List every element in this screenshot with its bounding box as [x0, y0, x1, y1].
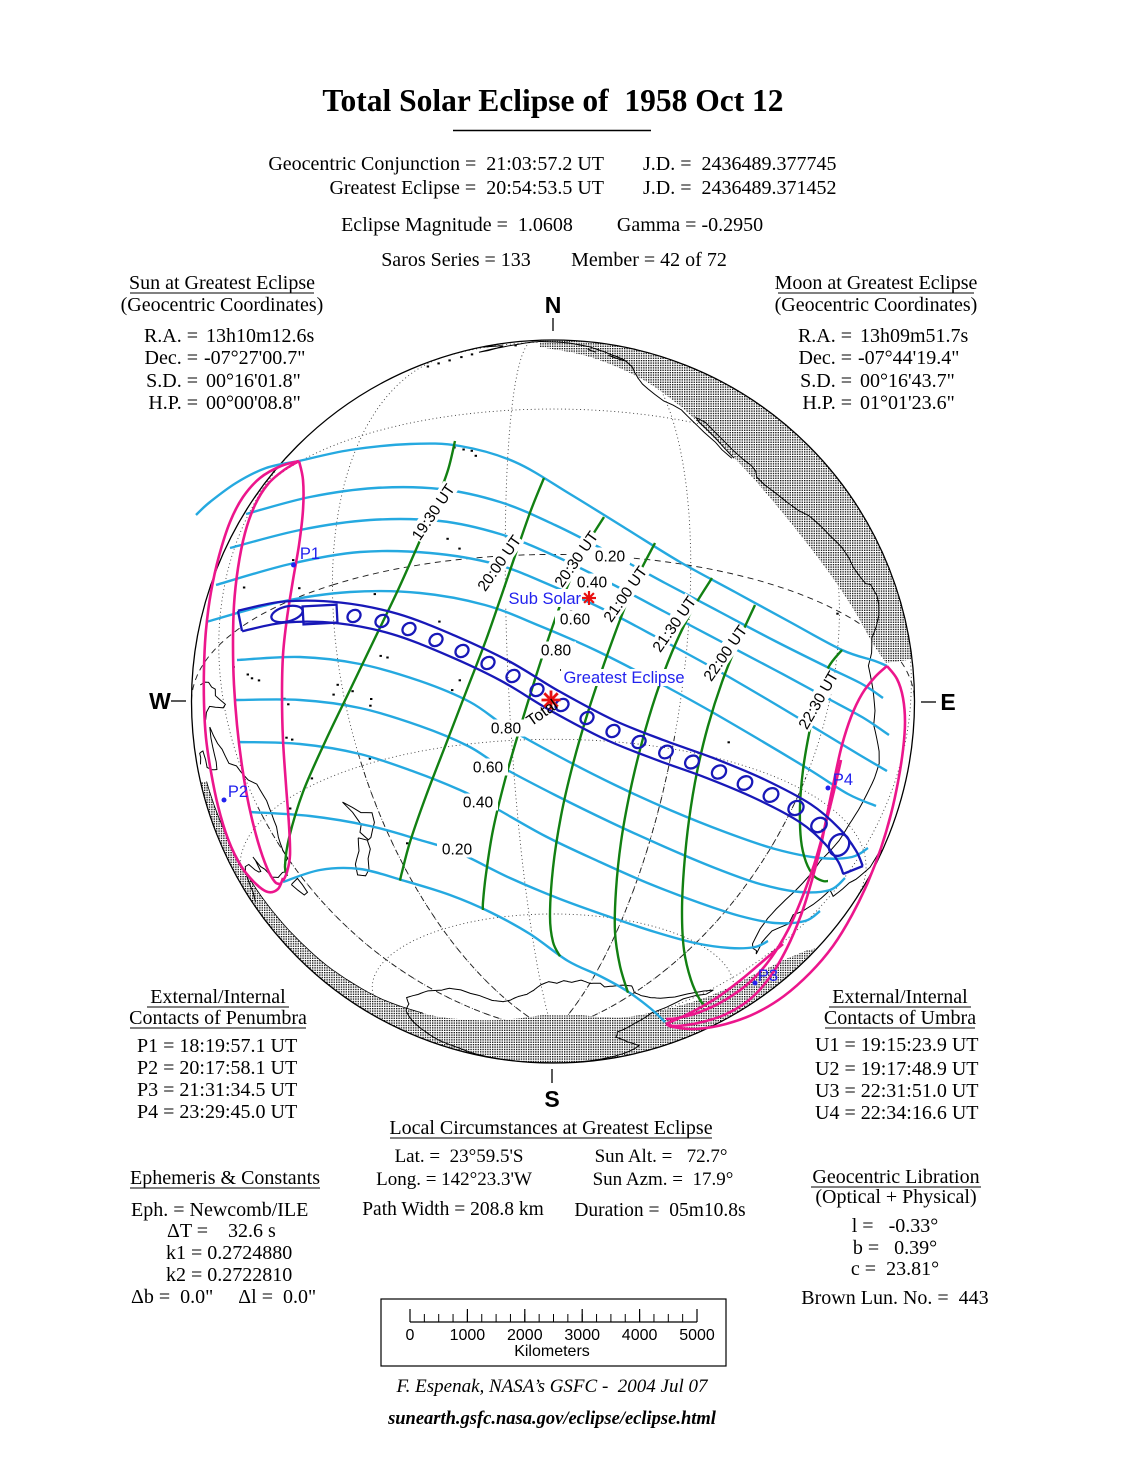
svg-text:E: E — [940, 689, 955, 715]
svg-text:J.D. = 2436489.377745: J.D. = 2436489.377745 — [643, 153, 837, 175]
svg-text:U1 = 19:15:23.9 UT: U1 = 19:15:23.9 UT — [815, 1034, 979, 1056]
svg-text:00°16'01.8": 00°16'01.8" — [206, 370, 301, 392]
svg-text:3000: 3000 — [564, 1327, 600, 1344]
svg-text:c = 23.81°: c = 23.81° — [851, 1258, 939, 1280]
svg-text:0.80: 0.80 — [491, 721, 522, 738]
svg-text:Geocentric Libration: Geocentric Libration — [812, 1166, 979, 1188]
svg-text:Sub Solar: Sub Solar — [509, 590, 582, 608]
svg-text:Contacts of Penumbra: Contacts of Penumbra — [129, 1007, 307, 1029]
svg-text:sunearth.gsfc.nasa.gov/eclipse: sunearth.gsfc.nasa.gov/eclipse/eclipse.h… — [387, 1409, 717, 1429]
svg-text:Brown Lun. No. = 443: Brown Lun. No. = 443 — [801, 1287, 988, 1309]
svg-text:Eph. = Newcomb/ILE: Eph. = Newcomb/ILE — [131, 1199, 308, 1221]
svg-text:Ephemeris & Constants: Ephemeris & Constants — [130, 1167, 320, 1189]
svg-text:Greatest Eclipse: Greatest Eclipse — [563, 669, 684, 687]
svg-text:H.P. =: H.P. = — [802, 392, 852, 414]
svg-text:13h09m51.7s: 13h09m51.7s — [860, 325, 969, 347]
svg-text:J.D. = 2436489.371452: J.D. = 2436489.371452 — [643, 177, 837, 199]
svg-text:Dec. =: Dec. = — [145, 347, 198, 369]
svg-text:0.60: 0.60 — [560, 612, 591, 629]
svg-text:Kilometers: Kilometers — [514, 1343, 590, 1360]
svg-text:F. Espenak, NASA’s GSFC - 200: F. Espenak, NASA’s GSFC - 2004 Jul 07 — [395, 1376, 709, 1397]
svg-text:00°00'08.8": 00°00'08.8" — [206, 392, 301, 414]
svg-text:Eclipse Magnitude = 1.0608: Eclipse Magnitude = 1.0608 — [341, 214, 573, 236]
svg-text:Dec. =: Dec. = — [799, 347, 852, 369]
svg-text:Member = 42 of 72: Member = 42 of 72 — [571, 249, 727, 271]
svg-text:Sun Alt. = 72.7°: Sun Alt. = 72.7° — [595, 1146, 728, 1167]
svg-text:ΔT = 32.6 s: ΔT = 32.6 s — [167, 1220, 276, 1242]
svg-text:0.80: 0.80 — [541, 643, 572, 660]
svg-text:k2 = 0.2722810: k2 = 0.2722810 — [166, 1264, 292, 1286]
svg-text:Duration = 05m10.8s: Duration = 05m10.8s — [574, 1200, 745, 1221]
svg-text:P2: P2 — [228, 783, 248, 801]
svg-text:P2 = 20:17:58.1 UT: P2 = 20:17:58.1 UT — [137, 1057, 297, 1079]
svg-text:H.P. =: H.P. = — [148, 392, 198, 414]
svg-text:Geocentric Conjunction = 21:0: Geocentric Conjunction = 21:03:57.2 UT — [268, 153, 604, 175]
svg-text:13h10m12.6s: 13h10m12.6s — [206, 325, 315, 347]
svg-text:Local Circumstances at Greates: Local Circumstances at Greatest Eclipse — [389, 1117, 712, 1139]
svg-text:0.40: 0.40 — [463, 795, 494, 812]
svg-text:22:30 UT: 22:30 UT — [796, 668, 843, 732]
svg-text:Total Solar Eclipse of 1958 O: Total Solar Eclipse of 1958 Oct 12 — [322, 83, 783, 118]
svg-text:01°01'23.6": 01°01'23.6" — [860, 392, 955, 414]
svg-text:0.20: 0.20 — [595, 549, 626, 566]
svg-text:0.60: 0.60 — [473, 760, 504, 777]
svg-text:(Geocentric Coordinates): (Geocentric Coordinates) — [121, 294, 324, 316]
svg-text:4000: 4000 — [622, 1327, 658, 1344]
svg-text:-07°27'00.7": -07°27'00.7" — [204, 347, 305, 369]
svg-text:Saros Series = 133: Saros Series = 133 — [381, 249, 531, 271]
svg-text:External/Internal: External/Internal — [150, 986, 286, 1008]
svg-text:R.A. =: R.A. = — [798, 325, 852, 347]
svg-text:20:00 UT: 20:00 UT — [475, 532, 526, 594]
svg-text:Gamma = -0.2950: Gamma = -0.2950 — [617, 214, 763, 236]
svg-text:2000: 2000 — [507, 1327, 543, 1344]
svg-text:Long. = 142°23.3'W: Long. = 142°23.3'W — [376, 1169, 532, 1190]
svg-text:N: N — [545, 292, 562, 318]
svg-text:P3: P3 — [758, 967, 778, 985]
svg-text:P1: P1 — [300, 545, 320, 563]
svg-text:0.20: 0.20 — [442, 842, 473, 859]
svg-text:P4 = 23:29:45.0 UT: P4 = 23:29:45.0 UT — [137, 1101, 297, 1123]
svg-text:Sun at Greatest Eclipse: Sun at Greatest Eclipse — [129, 272, 315, 294]
svg-text:Lat. = 23°59.5'S: Lat. = 23°59.5'S — [395, 1146, 524, 1167]
svg-text:External/Internal: External/Internal — [832, 986, 968, 1008]
svg-text:(Optical + Physical): (Optical + Physical) — [815, 1186, 976, 1208]
svg-text:Total: Total — [524, 697, 561, 730]
svg-text:U4 = 22:34:16.6 UT: U4 = 22:34:16.6 UT — [815, 1102, 979, 1124]
svg-text:(Geocentric Coordinates): (Geocentric Coordinates) — [775, 294, 978, 316]
svg-text:Moon at Greatest Eclipse: Moon at Greatest Eclipse — [775, 272, 978, 294]
svg-text:19:30 UT: 19:30 UT — [409, 481, 459, 544]
svg-text:0.40: 0.40 — [577, 575, 608, 592]
svg-text:l = -0.33°: l = -0.33° — [852, 1215, 939, 1237]
svg-text:S: S — [544, 1086, 559, 1112]
svg-text:b = 0.39°: b = 0.39° — [853, 1237, 937, 1259]
svg-text:00°16'43.7": 00°16'43.7" — [860, 370, 955, 392]
svg-text:5000: 5000 — [679, 1327, 715, 1344]
svg-text:Path Width = 208.8 km: Path Width = 208.8 km — [362, 1199, 544, 1220]
svg-text:Δb = 0.0" Δl = 0.0": Δb = 0.0" Δl = 0.0" — [131, 1286, 316, 1308]
svg-text:Sun Azm. = 17.9°: Sun Azm. = 17.9° — [593, 1169, 734, 1190]
svg-text:21:00 UT: 21:00 UT — [601, 563, 652, 625]
svg-text:U3 = 22:31:51.0 UT: U3 = 22:31:51.0 UT — [815, 1080, 979, 1102]
svg-text:W: W — [149, 688, 171, 714]
svg-text:0: 0 — [406, 1327, 415, 1344]
svg-text:P1 = 18:19:57.1 UT: P1 = 18:19:57.1 UT — [137, 1035, 297, 1057]
svg-text:Contacts of Umbra: Contacts of Umbra — [824, 1007, 976, 1029]
svg-text:-07°44'19.4": -07°44'19.4" — [858, 347, 959, 369]
svg-text:P3 = 21:31:34.5 UT: P3 = 21:31:34.5 UT — [137, 1079, 297, 1101]
svg-text:R.A. =: R.A. = — [144, 325, 198, 347]
svg-text:1000: 1000 — [450, 1327, 486, 1344]
svg-text:P4: P4 — [833, 771, 853, 789]
svg-text:U2 = 19:17:48.9 UT: U2 = 19:17:48.9 UT — [815, 1058, 979, 1080]
svg-text:S.D. =: S.D. = — [800, 370, 852, 392]
svg-text:k1 = 0.2724880: k1 = 0.2724880 — [166, 1242, 292, 1264]
svg-text:Greatest Eclipse = 20:54:53.5: Greatest Eclipse = 20:54:53.5 UT — [329, 177, 604, 199]
svg-text:S.D. =: S.D. = — [146, 370, 198, 392]
